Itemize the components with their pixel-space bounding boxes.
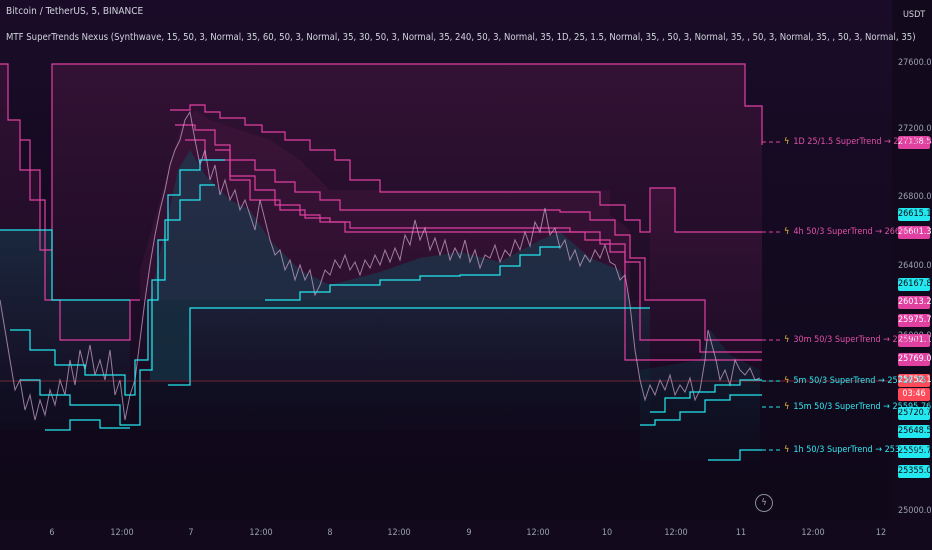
time-tick: 7 (188, 528, 194, 538)
price-tick: 26400.00 (898, 261, 932, 271)
time-tick: 10 (601, 528, 613, 538)
time-tick: 12:00 (387, 528, 411, 538)
label-text: 15m 50/3 SuperTrend → 25595.76 (793, 402, 932, 412)
symbol-title[interactable]: Bitcoin / TetherUS, 5, BINANCE (6, 6, 144, 17)
price-tag: 26167.89 (898, 278, 932, 291)
lightning-icon: ϟ (784, 137, 790, 147)
right-bear-fill (630, 188, 762, 360)
indicator-title[interactable]: MTF SuperTrends Nexus (Synthwave, 15, 50… (6, 32, 916, 43)
price-tag: 26013.24 (898, 296, 932, 309)
price-tag: 26601.30 (898, 226, 932, 239)
bull-fill-mid (140, 308, 650, 430)
label-5m-supertrend: ϟ 5m 50/3 SuperTrend → 25720.75 (784, 374, 926, 388)
daily-supertrend-fill (52, 64, 762, 380)
time-tick: 12:00 (664, 528, 688, 538)
price-tag: 25355.02 (898, 465, 932, 478)
price-tag: 25648.57 (898, 425, 932, 438)
bar-countdown-tag: 03:46 (898, 388, 930, 401)
current-price-tag: 25752.14 (898, 374, 932, 387)
label-15m-supertrend: ϟ 15m 50/3 SuperTrend → 25595.76 (784, 400, 931, 414)
price-tag: 25595.76 (898, 445, 932, 458)
label-text: 4h 50/3 SuperTrend → 26601.3 (793, 227, 919, 237)
label-connectors (762, 141, 782, 451)
label-4h-supertrend: ϟ 4h 50/3 SuperTrend → 26601.3 (784, 225, 918, 239)
time-tick: 12:00 (249, 528, 273, 538)
price-tag: 25975.71 (898, 314, 932, 327)
time-tick: 12:00 (801, 528, 825, 538)
bull-fill-price (150, 150, 630, 380)
time-tick: 11 (735, 528, 747, 538)
label-text: 1h 50/3 SuperTrend → 25355.02 (793, 445, 924, 455)
lightning-icon[interactable]: ϟ (755, 494, 773, 512)
lightning-icon: ϟ (784, 402, 790, 412)
bull-supertrend-lines (0, 159, 762, 461)
time-tick: 6 (49, 528, 55, 538)
price-tag: 26615.17 (898, 208, 932, 221)
label-text: 5m 50/3 SuperTrend → 25720.75 (793, 376, 926, 386)
time-tick: 12:00 (110, 528, 134, 538)
price-tag: 25769.07 (898, 353, 932, 366)
lightning-icon: ϟ (784, 445, 790, 455)
price-tag: 25901.17 (898, 334, 932, 347)
price-axis-background (892, 0, 932, 550)
price-tick: 27200.00 (898, 124, 932, 134)
lightning-icon: ϟ (784, 227, 790, 237)
price-tick: 26800.00 (898, 192, 932, 202)
price-tick: 27600.00 (898, 58, 932, 68)
price-tag: 27138.53 (898, 136, 932, 149)
time-tick: 12 (875, 528, 887, 538)
label-text: 30m 50/3 SuperTrend → 25975.71 (793, 335, 932, 345)
time-tick: 9 (466, 528, 472, 538)
lightning-icon: ϟ (784, 376, 790, 386)
label-text: 1D 25/1.5 SuperTrend → 27138.53 (793, 137, 932, 147)
label-1d-supertrend: ϟ 1D 25/1.5 SuperTrend → 27138.53 (784, 135, 932, 149)
lightning-icon: ϟ (784, 335, 790, 345)
time-tick: 8 (327, 528, 333, 538)
price-axis-unit: USDT (903, 10, 926, 20)
price-tick: 25000.00 (898, 506, 932, 516)
bear-supertrend-lines (0, 63, 763, 361)
price-tag: 25720.75 (898, 407, 932, 420)
price-line (0, 110, 761, 421)
label-30m-supertrend: ϟ 30m 50/3 SuperTrend → 25975.71 (784, 333, 931, 347)
label-1h-supertrend: ϟ 1h 50/3 SuperTrend → 25355.02 (784, 443, 923, 457)
time-tick: 12:00 (526, 528, 550, 538)
bull-fill-right (640, 330, 760, 460)
